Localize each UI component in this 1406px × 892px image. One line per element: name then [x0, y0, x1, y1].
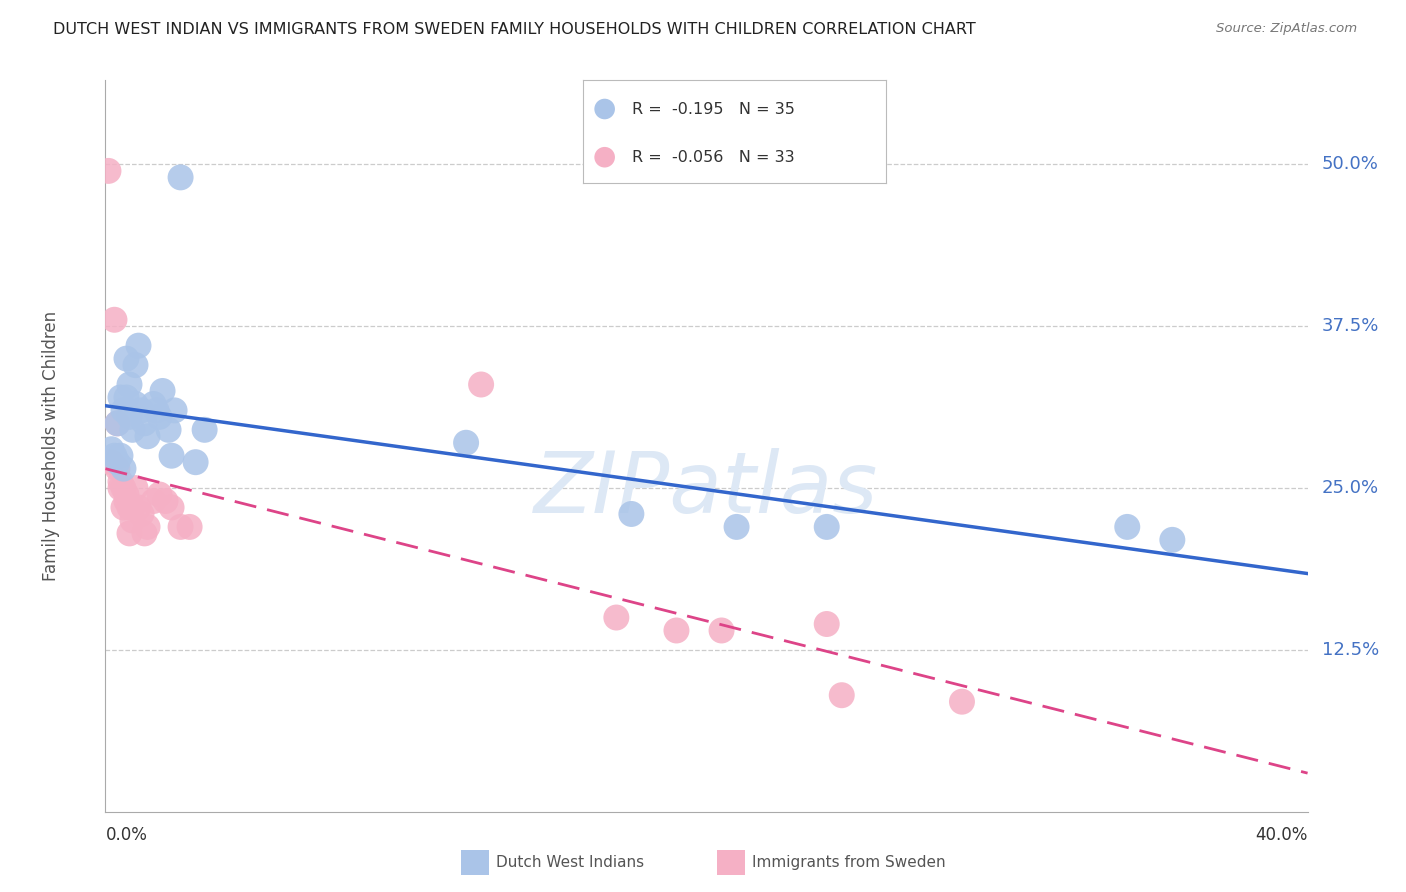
Point	[112, 481, 135, 495]
Point	[184, 455, 207, 469]
Point	[155, 494, 177, 508]
Point	[1116, 520, 1139, 534]
Point	[470, 377, 492, 392]
Point	[103, 449, 125, 463]
Point	[124, 481, 146, 495]
Point	[128, 500, 150, 515]
Point	[163, 403, 186, 417]
Point	[110, 475, 132, 489]
Point	[124, 358, 146, 372]
Point	[110, 391, 132, 405]
Point	[665, 624, 688, 638]
Point	[100, 455, 122, 469]
Point	[950, 695, 973, 709]
Point	[115, 494, 138, 508]
Point	[169, 520, 191, 534]
Point	[118, 526, 141, 541]
Point	[831, 688, 853, 702]
Point	[110, 449, 132, 463]
Text: R =  -0.056   N = 33: R = -0.056 N = 33	[631, 150, 794, 165]
Point	[1161, 533, 1184, 547]
Text: R =  -0.195   N = 35: R = -0.195 N = 35	[631, 102, 794, 117]
Point	[128, 339, 150, 353]
Point	[142, 397, 165, 411]
Text: 50.0%: 50.0%	[1322, 155, 1379, 173]
Point	[605, 610, 627, 624]
Point	[118, 500, 141, 515]
Point	[160, 500, 183, 515]
Point	[710, 624, 733, 638]
Text: Dutch West Indians: Dutch West Indians	[496, 855, 644, 870]
Point	[169, 170, 191, 185]
Point	[194, 423, 217, 437]
Point	[97, 164, 120, 178]
Point	[112, 461, 135, 475]
Point	[134, 526, 156, 541]
Point	[179, 520, 201, 534]
Point	[100, 442, 122, 457]
Text: 40.0%: 40.0%	[1256, 826, 1308, 845]
Point	[815, 520, 838, 534]
Point	[160, 449, 183, 463]
Point	[112, 500, 135, 515]
Point	[134, 417, 156, 431]
Point	[725, 520, 748, 534]
Point	[103, 312, 125, 326]
Point	[131, 403, 153, 417]
Point	[118, 377, 141, 392]
Point	[107, 455, 129, 469]
Point	[148, 487, 170, 501]
Point	[112, 403, 135, 417]
Point	[454, 435, 477, 450]
Point	[121, 423, 143, 437]
Point	[124, 397, 146, 411]
Point	[121, 500, 143, 515]
Point	[115, 391, 138, 405]
Point	[118, 409, 141, 424]
Point	[145, 403, 167, 417]
Point	[107, 417, 129, 431]
Text: Immigrants from Sweden: Immigrants from Sweden	[752, 855, 946, 870]
Point	[136, 429, 159, 443]
Point	[136, 520, 159, 534]
Point	[815, 617, 838, 632]
Point	[115, 487, 138, 501]
Point	[152, 384, 174, 398]
Point	[107, 461, 129, 475]
Point	[107, 417, 129, 431]
Point	[110, 481, 132, 495]
Point	[620, 507, 643, 521]
Text: 37.5%: 37.5%	[1322, 318, 1379, 335]
Point	[121, 513, 143, 527]
Point	[142, 494, 165, 508]
Point	[115, 351, 138, 366]
Text: Family Households with Children: Family Households with Children	[42, 311, 60, 581]
Point	[131, 507, 153, 521]
Text: 12.5%: 12.5%	[1322, 640, 1379, 659]
Text: ZIPatlas: ZIPatlas	[534, 449, 879, 532]
Text: DUTCH WEST INDIAN VS IMMIGRANTS FROM SWEDEN FAMILY HOUSEHOLDS WITH CHILDREN CORR: DUTCH WEST INDIAN VS IMMIGRANTS FROM SWE…	[53, 22, 976, 37]
Text: 0.0%: 0.0%	[105, 826, 148, 845]
Point	[157, 423, 180, 437]
Text: Source: ZipAtlas.com: Source: ZipAtlas.com	[1216, 22, 1357, 36]
Point	[148, 409, 170, 424]
Text: 25.0%: 25.0%	[1322, 479, 1379, 497]
